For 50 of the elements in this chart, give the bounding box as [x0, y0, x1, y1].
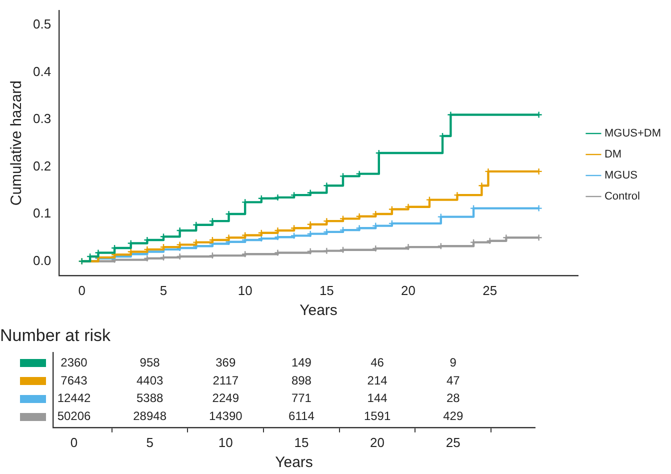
y-tick-label: 0.2	[32, 158, 52, 174]
data-label: 28	[446, 391, 460, 406]
x-tick-label: 0	[70, 434, 78, 450]
data-label: 50206	[57, 409, 92, 423]
x-tick-label: 5	[146, 434, 154, 450]
x-tick-label: 25	[446, 434, 460, 450]
data-label: 7643	[60, 373, 88, 388]
data-label: 5388	[136, 391, 164, 406]
x-tick-label: 10	[238, 282, 252, 298]
data-label: 369	[216, 355, 236, 370]
data-label: 14390	[208, 409, 243, 423]
legend-label: MGUS	[604, 170, 638, 182]
data-label: 28948	[133, 409, 167, 423]
y-tick-label: 0.4	[32, 64, 52, 79]
x-tick-label: 5	[160, 282, 168, 298]
y-tick-label: 0.1	[32, 206, 52, 221]
data-label: 1591	[364, 409, 391, 423]
data-label: 429	[443, 409, 464, 423]
x-tick-label: 20	[401, 282, 416, 298]
x-axis-title: Years	[300, 302, 338, 320]
data-label: 2117	[212, 373, 239, 388]
data-label: 214	[367, 373, 388, 388]
data-label: 47	[446, 373, 460, 388]
data-label: 149	[291, 355, 312, 370]
data-label: 6114	[288, 409, 315, 423]
data-label: 46	[370, 355, 384, 370]
data-label: 144	[367, 391, 388, 406]
data-label: 12442	[57, 391, 92, 406]
data-label: 771	[291, 391, 312, 406]
y-axis-title: Cumulative hazard	[8, 80, 26, 206]
legend-label: Control	[604, 190, 640, 203]
data-label: 898	[291, 373, 312, 388]
legend-label: DM	[604, 148, 622, 161]
x-axis-title: Years	[275, 454, 313, 472]
chart-title: Number at risk	[0, 326, 112, 345]
legend-label: MGUS+DM	[604, 128, 661, 140]
data-label: 9	[450, 355, 457, 370]
y-tick-label: 0.5	[32, 16, 52, 32]
x-tick-label: 20	[370, 434, 385, 450]
x-tick-label: 10	[218, 434, 233, 450]
y-tick-label: 0.3	[32, 111, 52, 126]
x-tick-label: 15	[319, 282, 334, 298]
data-label: 2360	[60, 355, 88, 370]
x-tick-label: 25	[482, 282, 498, 298]
data-label: 2249	[212, 391, 240, 406]
x-tick-label: 15	[294, 434, 309, 450]
data-label: 4403	[136, 373, 164, 388]
data-label: 958	[140, 355, 160, 370]
y-tick-label: 0.0	[32, 252, 52, 268]
x-tick-label: 0	[78, 282, 86, 298]
